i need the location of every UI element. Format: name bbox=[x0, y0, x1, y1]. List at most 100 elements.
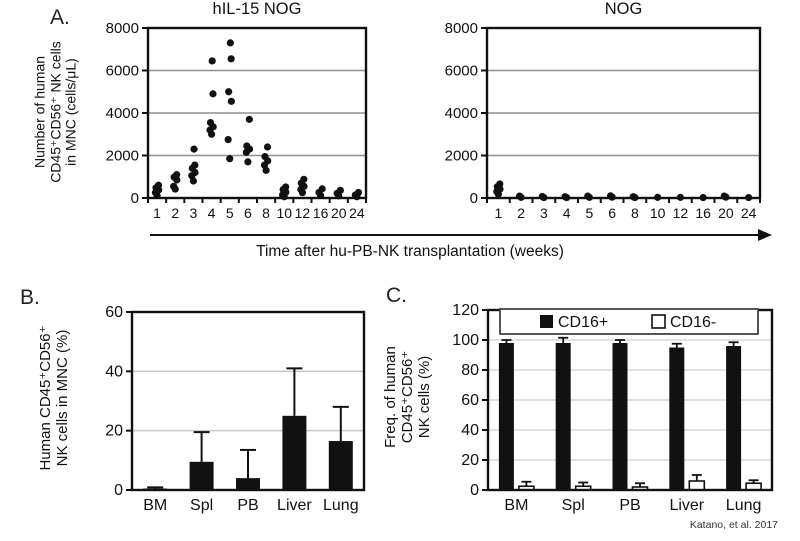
panel-a-y-axis-title-line1: Number of human bbox=[31, 55, 48, 169]
panel-a-x-axis-title: Time after hu-PB-NK transplantation (wee… bbox=[256, 243, 564, 260]
data-series bbox=[151, 39, 363, 201]
svg-text:5: 5 bbox=[226, 205, 234, 221]
data-point bbox=[282, 183, 290, 191]
svg-text:20: 20 bbox=[461, 452, 479, 469]
panel-b-label: B. bbox=[20, 286, 40, 309]
svg-text:3: 3 bbox=[540, 205, 548, 221]
panel-b-y-axis-title-line2: NK cells in MNC (%) bbox=[54, 329, 71, 467]
svg-text:10: 10 bbox=[650, 205, 666, 221]
bar-CD16+ bbox=[669, 347, 685, 490]
svg-text:120: 120 bbox=[452, 302, 479, 319]
data-point bbox=[336, 186, 344, 194]
gridlines bbox=[487, 69, 760, 157]
legend-swatch-cd16pos bbox=[540, 315, 553, 328]
svg-text:10: 10 bbox=[276, 205, 292, 221]
svg-text:4000: 4000 bbox=[106, 105, 139, 122]
svg-text:8000: 8000 bbox=[106, 20, 139, 37]
data-point bbox=[226, 155, 234, 163]
data-point bbox=[225, 88, 233, 96]
svg-text:Liver: Liver bbox=[669, 497, 704, 514]
panel-b-y-axis-title-line1: Human CD45⁺CD56⁺ bbox=[37, 325, 55, 471]
legend-box bbox=[499, 308, 759, 335]
bar-chart-nk-frequency-tissues: 0 20 40 60 BM Spl PB Liver Lung bbox=[105, 304, 366, 514]
svg-text:BM: BM bbox=[143, 497, 167, 514]
svg-text:6: 6 bbox=[608, 205, 616, 221]
svg-text:20: 20 bbox=[331, 205, 347, 221]
bar bbox=[282, 415, 307, 490]
panel-c-label: C. bbox=[386, 284, 407, 307]
y-axis: 0 2000 4000 6000 8000 bbox=[106, 20, 148, 207]
svg-text:40: 40 bbox=[105, 363, 123, 380]
panel-a-y-axis-title-line2: CD45⁺CD56⁺ NK cells bbox=[47, 41, 64, 183]
time-axis-arrow-head-icon bbox=[758, 228, 772, 241]
svg-text:0: 0 bbox=[470, 190, 478, 207]
panel-b-y-axis-title: Human CD45⁺CD56⁺ NK cells in MNC (%) bbox=[37, 325, 72, 471]
bar-CD16- bbox=[688, 480, 706, 491]
bar-CD16+ bbox=[726, 346, 742, 490]
data-point bbox=[263, 143, 272, 151]
svg-text:100: 100 bbox=[452, 332, 479, 349]
svg-text:12: 12 bbox=[295, 205, 311, 221]
x-axis: BM Spl PB Liver Lung bbox=[504, 497, 761, 514]
data-point bbox=[227, 97, 235, 105]
svg-text:1: 1 bbox=[494, 205, 502, 221]
panel-c-y-axis-title-line3: NK cells (%) bbox=[415, 355, 433, 439]
svg-text:4: 4 bbox=[208, 205, 216, 221]
svg-text:2: 2 bbox=[517, 205, 525, 221]
panel-a-y-axis-title-line3: in MNC (cells/μL) bbox=[62, 58, 79, 166]
bar-CD16+ bbox=[555, 343, 571, 490]
svg-text:12: 12 bbox=[673, 205, 689, 221]
svg-text:6: 6 bbox=[244, 205, 252, 221]
svg-text:Liver: Liver bbox=[277, 497, 312, 514]
svg-text:Lung: Lung bbox=[323, 497, 359, 514]
data-series bbox=[498, 336, 762, 491]
svg-text:60: 60 bbox=[461, 392, 479, 409]
gridlines bbox=[148, 69, 366, 157]
data-point bbox=[354, 188, 363, 197]
data-point bbox=[208, 57, 216, 65]
data-point bbox=[190, 145, 198, 153]
svg-text:BM: BM bbox=[504, 497, 528, 514]
data-point bbox=[226, 39, 234, 47]
svg-text:CD16-: CD16- bbox=[670, 314, 716, 331]
svg-text:6000: 6000 bbox=[445, 63, 478, 80]
gridlines bbox=[132, 370, 364, 432]
panel-a-y-axis-title: Number of human CD45⁺CD56⁺ NK cells in M… bbox=[31, 41, 79, 183]
panel-c-y-axis-title-line2: CD45⁺CD56⁺ bbox=[398, 350, 416, 444]
y-axis: 0 20 40 60 bbox=[105, 304, 132, 499]
svg-text:6000: 6000 bbox=[106, 63, 139, 80]
svg-text:Lung: Lung bbox=[726, 497, 762, 514]
data-point bbox=[243, 142, 251, 150]
data-point bbox=[209, 90, 217, 98]
svg-text:20: 20 bbox=[718, 205, 734, 221]
data-series bbox=[143, 367, 353, 490]
panel-c-y-axis-title-line1: Freq. of human bbox=[381, 346, 399, 448]
legend: CD16+ CD16- bbox=[499, 308, 759, 335]
panel-a-label: A. bbox=[50, 6, 70, 29]
svg-text:2000: 2000 bbox=[445, 148, 478, 165]
bar bbox=[189, 461, 214, 490]
bar-CD16+ bbox=[612, 343, 628, 490]
data-point bbox=[629, 193, 637, 201]
data-point bbox=[561, 193, 569, 201]
svg-text:16: 16 bbox=[695, 205, 711, 221]
x-axis: 1 2 3 4 5 6 8 10 12 16 20 24 bbox=[147, 198, 367, 221]
svg-text:8: 8 bbox=[262, 205, 270, 221]
svg-text:CD16+: CD16+ bbox=[558, 314, 608, 331]
svg-text:PB: PB bbox=[619, 497, 640, 514]
x-axis: 1 2 3 4 5 6 8 10 12 16 20 24 bbox=[486, 198, 761, 221]
data-point bbox=[261, 152, 269, 161]
data-point bbox=[245, 115, 253, 123]
svg-text:8: 8 bbox=[631, 205, 639, 221]
data-point bbox=[318, 185, 326, 193]
svg-text:2: 2 bbox=[171, 205, 179, 221]
svg-text:60: 60 bbox=[105, 304, 123, 321]
svg-text:Spl: Spl bbox=[190, 497, 213, 514]
svg-text:2000: 2000 bbox=[106, 148, 139, 165]
bar bbox=[236, 478, 260, 490]
y-axis: 0 2000 4000 6000 8000 bbox=[445, 20, 487, 207]
data-point bbox=[300, 175, 308, 183]
svg-text:4: 4 bbox=[563, 205, 571, 221]
